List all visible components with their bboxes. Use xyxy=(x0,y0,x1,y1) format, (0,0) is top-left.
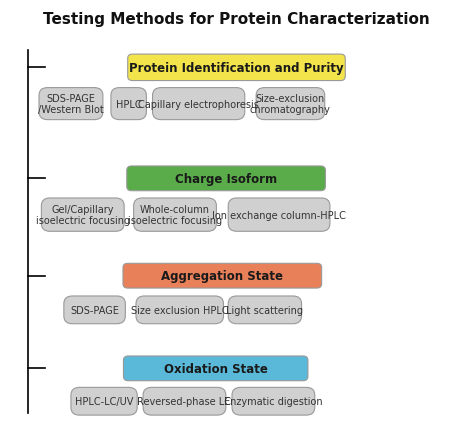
Text: SDS-PAGE: SDS-PAGE xyxy=(70,305,119,315)
Text: Reversed-phase LC: Reversed-phase LC xyxy=(138,396,231,406)
Text: HPLC: HPLC xyxy=(116,99,141,109)
Text: Protein Identification and Purity: Protein Identification and Purity xyxy=(129,62,344,75)
Text: Whole-column
isoelectric focusing: Whole-column isoelectric focusing xyxy=(128,204,222,226)
Text: SDS-PAGE
/Western Blot: SDS-PAGE /Western Blot xyxy=(38,94,104,115)
Text: Testing Methods for Protein Characterization: Testing Methods for Protein Characteriza… xyxy=(43,12,430,27)
Text: Aggregation State: Aggregation State xyxy=(161,270,283,282)
Text: Ion exchange column-HPLC: Ion exchange column-HPLC xyxy=(212,210,346,220)
Text: HPLC-LC/UV: HPLC-LC/UV xyxy=(75,396,133,406)
Text: Size exclusion HPLC: Size exclusion HPLC xyxy=(131,305,228,315)
Text: Charge Isoform: Charge Isoform xyxy=(175,173,277,185)
Text: Light scattering: Light scattering xyxy=(227,305,303,315)
Text: Gel/Capillary
isoelectric focusing: Gel/Capillary isoelectric focusing xyxy=(36,204,130,226)
Text: Capillary electrophoresis: Capillary electrophoresis xyxy=(138,99,259,109)
Text: Enzymatic digestion: Enzymatic digestion xyxy=(224,396,323,406)
Text: Size-exclusion
chromatography: Size-exclusion chromatography xyxy=(250,94,331,115)
Text: Oxidation State: Oxidation State xyxy=(164,362,268,375)
